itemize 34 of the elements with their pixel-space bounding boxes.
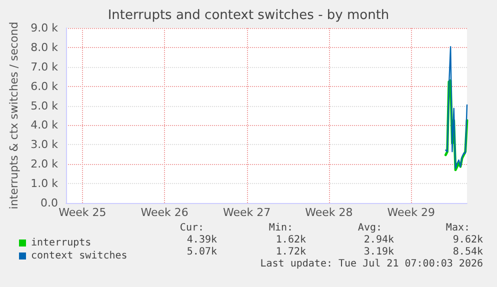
text: 1.72k (276, 246, 306, 258)
legend-label: context switches (31, 250, 128, 262)
legend-label: interrupts (31, 238, 92, 248)
text: Max: (446, 222, 470, 234)
y-tick-label: 4.0 k (30, 118, 59, 132)
chart-title: Interrupts and context switches - by month (108, 8, 390, 23)
text: 5.07k (186, 246, 218, 258)
line-series (444, 79, 468, 172)
y-tick-label: 1.0 k (30, 177, 59, 190)
x-tick-label: Week 29 (387, 206, 435, 219)
text: 9.62k (452, 234, 484, 246)
x-tick-label: Week 25 (58, 206, 106, 219)
x-tick-label: Week 27 (222, 206, 271, 219)
text: 8.54k (452, 246, 484, 258)
text: Avg: (358, 222, 382, 234)
text: 3.19k (364, 246, 394, 258)
x-tick-label: Week 26 (140, 206, 188, 219)
text: Last update: Tue Jul 21 07:00:03 2026 (260, 258, 484, 270)
y-axis-title: interrupts & ctx switches / second (8, 22, 21, 210)
y-tick-label: 5.0 k (30, 99, 59, 112)
y-tick-label: 9.0 k (30, 22, 59, 34)
y-tick-label: 0.0 (40, 196, 58, 210)
y-tick-label: 3.0 k (30, 138, 59, 152)
text: 1.62k (276, 234, 306, 246)
y-tick-label: 2.0 k (30, 158, 59, 171)
text: Min: (268, 222, 294, 234)
text: Cur: (180, 222, 204, 234)
line-series (445, 46, 468, 169)
text: 2.94k (364, 234, 394, 246)
x-tick-label: Week 28 (305, 206, 353, 219)
text: 4.39k (186, 234, 218, 246)
y-tick-label: 8.0 k (30, 40, 59, 54)
y-tick-label: 6.0 k (30, 80, 59, 93)
y-tick-label: 7.0 k (30, 60, 59, 74)
